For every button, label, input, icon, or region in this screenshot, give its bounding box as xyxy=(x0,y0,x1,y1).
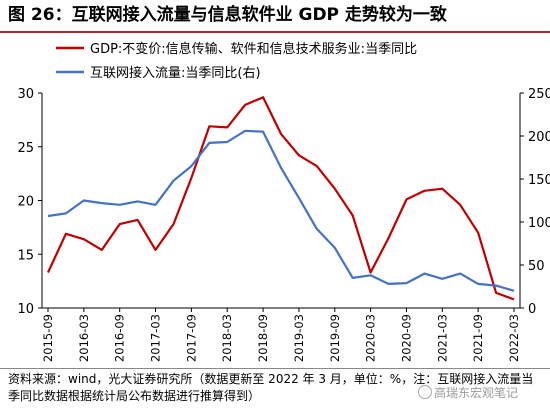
series-layer xyxy=(47,96,515,301)
legend-label: 互联网接入流量:当季同比(右) xyxy=(90,65,261,81)
y-right-tick-label: 0 xyxy=(528,302,536,317)
y-right-tick-label: 150 xyxy=(528,173,550,188)
x-tick-label: 2022-03 xyxy=(507,314,521,362)
x-tick-label: 2015-09 xyxy=(41,314,55,362)
x-tick-label: 2021-09 xyxy=(471,314,485,362)
y-right-tick-label: 100 xyxy=(528,216,550,231)
y-left-tick-label: 20 xyxy=(17,195,34,210)
x-tick-label: 2016-09 xyxy=(113,314,127,362)
y-right-tick-label: 250 xyxy=(528,87,550,102)
x-tick-label: 2020-09 xyxy=(399,314,413,362)
x-tick-label: 2017-09 xyxy=(184,314,198,362)
traffic-series-line xyxy=(47,129,515,292)
x-tick-label: 2018-03 xyxy=(220,314,234,362)
wechat-icon xyxy=(418,385,432,399)
source-rule xyxy=(0,368,550,369)
gdp-series-line xyxy=(47,96,515,301)
legend-label: GDP:不变价:信息传输、软件和信息技术服务业:当季同比 xyxy=(90,41,417,57)
x-tick-label: 2018-09 xyxy=(256,314,270,362)
y-left-tick-label: 15 xyxy=(17,248,34,263)
axes: 10 15 20 25 30 0 50 100 150 200 250 2015-09 2016-03 2… xyxy=(17,87,550,362)
x-tick-label: 2021-03 xyxy=(435,314,449,362)
y-left-tick-label: 10 xyxy=(17,302,34,317)
legend: GDP:不变价:信息传输、软件和信息技术服务业:当季同比互联网接入流量:当季同比… xyxy=(56,41,417,81)
x-tick-label: 2019-03 xyxy=(292,314,306,362)
x-tick-label: 2016-03 xyxy=(77,314,91,362)
watermark-text: 高瑞东宏观笔记 xyxy=(434,386,519,400)
figure-source-note: 资料来源：wind，光大证券研究所（数据更新至 2022 年 3 月，单位：%，… xyxy=(8,372,534,403)
figure-title: 图 26：互联网接入流量与信息软件业 GDP 走势较为一致 xyxy=(8,5,447,25)
line-chart: 10 15 20 25 30 0 50 100 150 200 250 2015-09 2016-03 2… xyxy=(17,41,550,362)
y-right-tick-label: 50 xyxy=(528,259,545,274)
watermark: 高瑞东宏观笔记 xyxy=(418,384,518,401)
x-tick-label: 2020-03 xyxy=(364,314,378,362)
y-left-tick-label: 25 xyxy=(17,141,34,156)
title-rule xyxy=(0,31,550,33)
y-right-tick-label: 200 xyxy=(528,130,550,145)
x-tick-label: 2017-03 xyxy=(149,314,163,362)
x-tick-label: 2019-09 xyxy=(328,314,342,362)
y-left-tick-label: 30 xyxy=(17,87,34,102)
